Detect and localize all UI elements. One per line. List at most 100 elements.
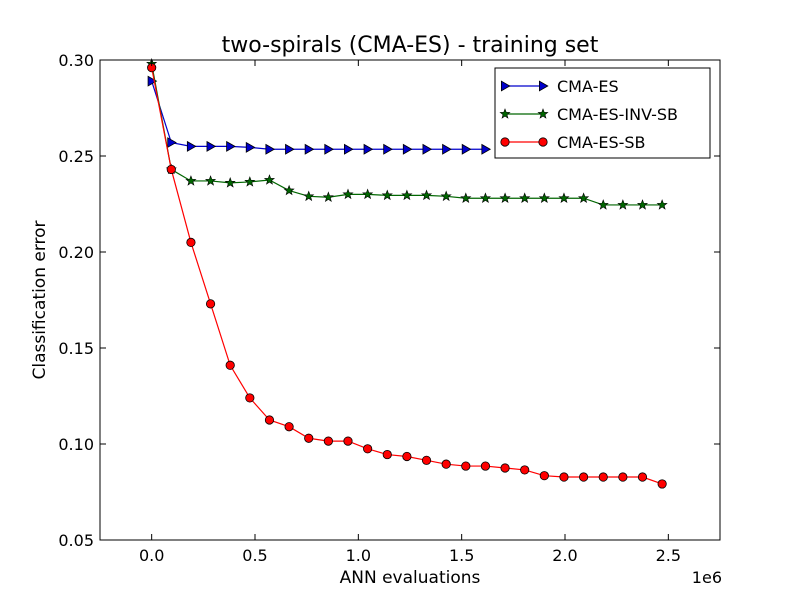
x-axis-label: ANN evaluations xyxy=(340,568,481,588)
data-point xyxy=(402,451,412,462)
x-tick-label: 2.5 xyxy=(656,546,681,565)
y-tick-label: 0.05 xyxy=(58,531,94,550)
data-point xyxy=(578,192,590,203)
data-point xyxy=(303,190,315,202)
data-point xyxy=(441,459,451,469)
data-point xyxy=(442,143,452,155)
data-point xyxy=(224,177,236,188)
series-cma-es xyxy=(147,75,492,155)
series-layer xyxy=(146,57,668,489)
data-point xyxy=(440,190,452,202)
data-point xyxy=(401,189,413,201)
legend-label: CMA-ES-INV-SB xyxy=(557,105,678,124)
data-point xyxy=(285,143,295,155)
x-tick-label: 0.0 xyxy=(139,546,164,565)
data-point xyxy=(284,422,294,432)
legend-marker xyxy=(500,80,511,92)
data-point xyxy=(363,143,374,155)
x-tick-label: 1.0 xyxy=(346,546,371,565)
data-point xyxy=(304,433,314,443)
data-point xyxy=(264,415,275,425)
data-point xyxy=(225,360,235,370)
data-point xyxy=(186,140,197,152)
data-point xyxy=(362,188,374,200)
data-point xyxy=(244,176,256,187)
data-point xyxy=(283,184,295,196)
legend-marker xyxy=(537,108,549,119)
data-point xyxy=(636,199,649,210)
data-point xyxy=(421,455,432,465)
legend-label: CMA-ES xyxy=(557,77,619,96)
data-point xyxy=(559,472,569,482)
data-point xyxy=(461,143,472,155)
x-tick-label: 2.0 xyxy=(552,546,577,565)
data-point xyxy=(167,137,177,149)
legend-marker xyxy=(539,80,549,92)
data-point xyxy=(538,192,550,203)
y-tick-label: 0.30 xyxy=(58,51,94,70)
x-tick-label: 0.5 xyxy=(242,546,267,565)
y-axis-label: Classification error xyxy=(30,220,50,379)
chart-title: two-spirals (CMA-ES) - training set xyxy=(222,33,599,58)
data-point xyxy=(479,192,492,203)
data-point xyxy=(382,449,392,460)
legend-marker xyxy=(500,137,510,147)
data-point xyxy=(520,465,530,475)
y-tick-label: 0.20 xyxy=(58,243,94,262)
data-point xyxy=(657,479,667,489)
data-point xyxy=(205,299,216,309)
data-point xyxy=(480,461,491,471)
data-point xyxy=(519,192,531,203)
data-point xyxy=(204,175,217,186)
legend-marker xyxy=(499,108,511,119)
data-point xyxy=(226,140,236,152)
data-point xyxy=(656,199,668,210)
data-point xyxy=(342,188,354,200)
x-offset-label: 1e6 xyxy=(692,568,722,587)
data-point xyxy=(147,75,158,87)
data-point xyxy=(618,472,628,482)
plot-frame xyxy=(99,59,721,541)
series-cma-es-sb xyxy=(147,63,667,489)
data-point xyxy=(186,237,196,247)
data-point xyxy=(383,143,393,155)
data-point xyxy=(323,436,333,446)
data-point xyxy=(539,471,549,481)
data-point xyxy=(245,393,255,403)
data-point xyxy=(500,463,510,473)
data-point xyxy=(402,143,413,155)
data-point xyxy=(324,143,334,155)
y-tick-label: 0.10 xyxy=(58,435,94,454)
data-point xyxy=(185,175,197,186)
data-point xyxy=(343,436,353,446)
data-point xyxy=(558,192,570,203)
data-point xyxy=(499,192,511,203)
data-point xyxy=(578,472,589,482)
data-point xyxy=(206,140,217,152)
data-point xyxy=(343,143,354,155)
data-point xyxy=(598,472,608,482)
data-point xyxy=(381,189,393,201)
data-point xyxy=(166,164,176,175)
legend: CMA-ES CMA-ES-INV-SB CMA-ES-SB xyxy=(494,67,711,159)
data-point xyxy=(637,472,648,482)
data-point xyxy=(363,444,373,454)
data-point xyxy=(263,174,276,185)
data-point xyxy=(461,461,471,471)
data-point xyxy=(597,199,609,210)
data-point xyxy=(617,199,629,210)
data-point xyxy=(481,143,492,155)
y-tick-label: 0.25 xyxy=(58,147,94,166)
data-point xyxy=(460,192,472,203)
series-cma-es-inv-sb xyxy=(146,57,668,210)
data-point xyxy=(304,143,315,155)
ticks-layer: 0.0 0.5 1.0 1.5 2.0 2.5 0.05 0.10 0.15 0.20 0.25 0.… xyxy=(58,51,720,565)
y-tick-label: 0.15 xyxy=(58,339,94,358)
data-point xyxy=(245,141,256,153)
data-point xyxy=(422,143,433,155)
legend-label: CMA-ES-SB xyxy=(557,133,646,152)
data-point xyxy=(265,143,276,155)
legend-marker xyxy=(538,137,548,147)
data-point xyxy=(322,191,334,203)
